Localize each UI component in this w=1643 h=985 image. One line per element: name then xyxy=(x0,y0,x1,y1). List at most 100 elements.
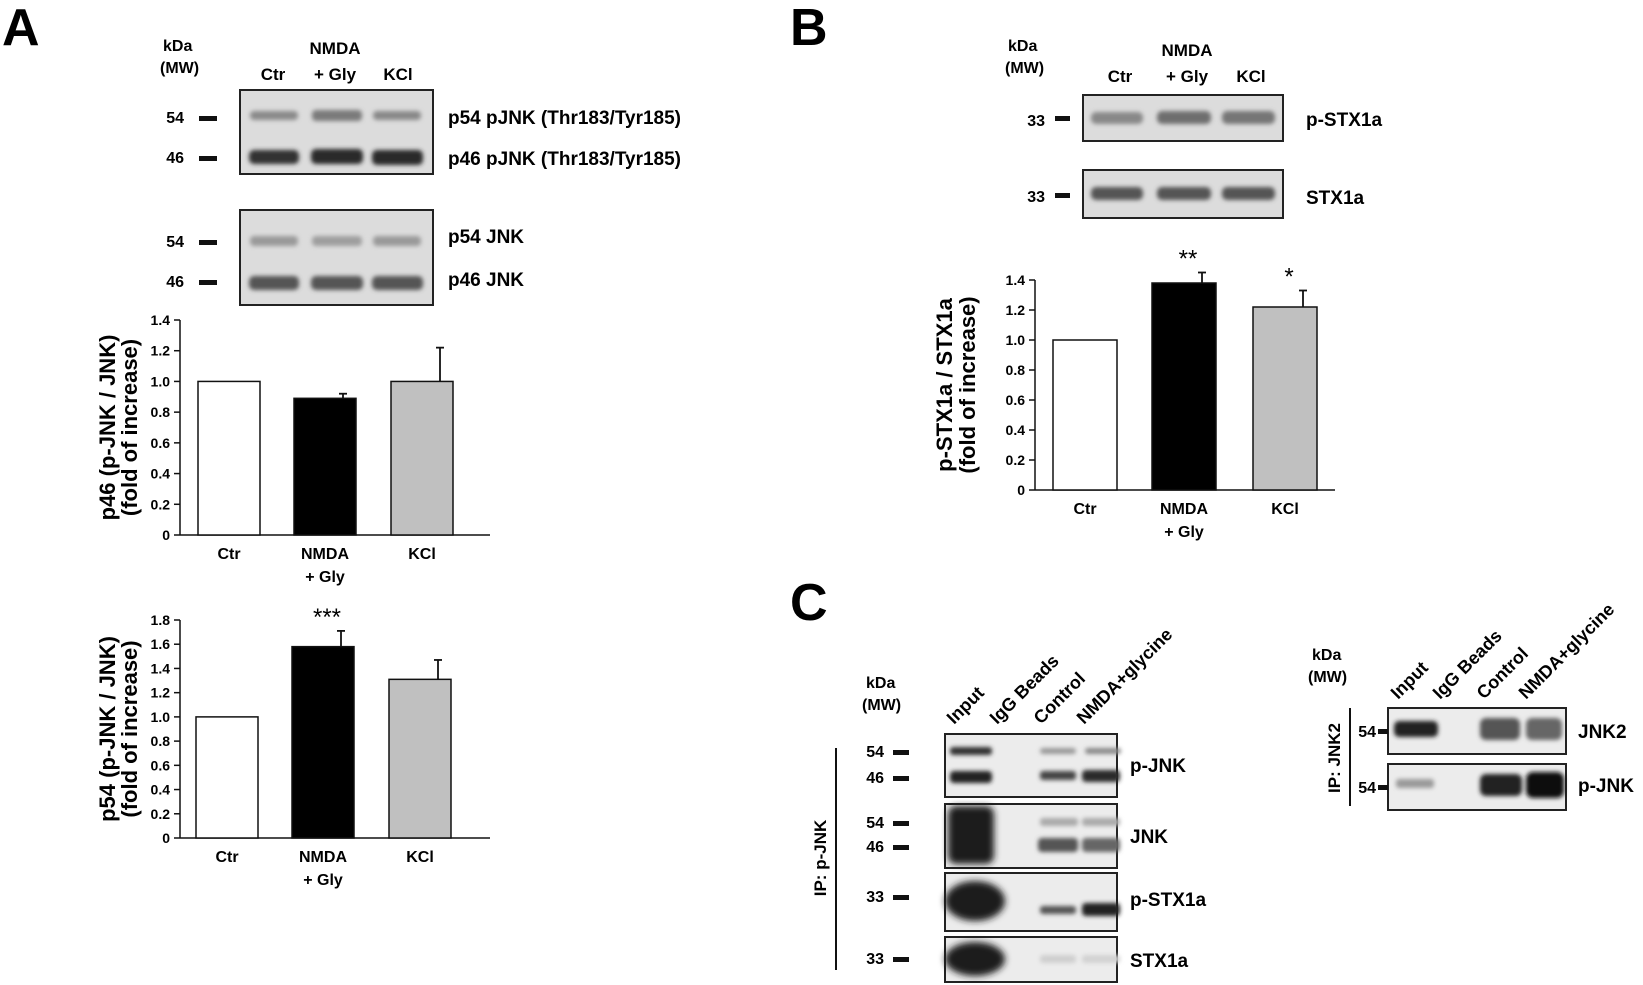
panel-c-left-blot-pstx1a xyxy=(944,872,1120,932)
panel-c-left-blot3-tick-33 xyxy=(893,895,909,900)
y-tick-label: 0.8 xyxy=(151,404,171,420)
y-axis-title: (fold of increase) xyxy=(117,339,142,516)
chart-b-stx1a: 0 0.2 0.4 0.6 0.8 1.0 1.2 1.4 Ctr ** NMDA + Gly * KCl… xyxy=(932,246,1335,541)
y-tick-label: 1.6 xyxy=(151,636,171,652)
panel-c-left-blot4-label: STX1a xyxy=(1130,951,1189,972)
significance-marker: * xyxy=(1284,264,1293,291)
panel-b-blot2-marker-33: 33 xyxy=(1027,189,1045,206)
y-tick-label: 0.6 xyxy=(151,435,171,451)
panel-b-blot1-marker-33: 33 xyxy=(1027,113,1045,130)
y-tick-label: 1.0 xyxy=(151,709,171,725)
panel-a-kda-label: kDa xyxy=(163,38,192,55)
panel-c-left-blot-stx1a xyxy=(944,936,1120,983)
panel-b-lane-gly: + Gly xyxy=(1166,67,1209,86)
y-tick-label: 1.0 xyxy=(151,373,171,389)
y-axis-title: (fold of increase) xyxy=(117,640,142,817)
significance-marker: *** xyxy=(313,604,341,631)
panel-c-right-blot1-label: JNK2 xyxy=(1578,722,1627,743)
panel-c-left-kda-label: kDa xyxy=(866,675,895,692)
bar xyxy=(390,380,454,536)
panel-a-lane-kcl: KCl xyxy=(383,65,412,84)
x-category-label: NMDA xyxy=(301,546,349,563)
panel-c-right-blot2-label: p-JNK xyxy=(1578,776,1634,797)
panel-c-left-blot1-marker-46: 46 xyxy=(866,770,884,787)
panel-a-blot1-tick-54 xyxy=(199,116,217,121)
y-tick-label: 0.8 xyxy=(151,733,171,749)
panel-c-right-blot-jnk2 xyxy=(1387,707,1567,755)
y-tick-label: 0.4 xyxy=(151,782,171,798)
x-category-label: Ctr xyxy=(1073,501,1096,518)
panel-c-left-blot1-marker-54: 54 xyxy=(866,744,884,761)
panel-c-right-blot-pjnk xyxy=(1387,763,1567,811)
panel-b-blot1-tick-33 xyxy=(1055,116,1070,121)
panel-c-left-blot1-tick-54 xyxy=(893,750,909,755)
panel-b-mw-label: (MW) xyxy=(1005,60,1044,77)
y-tick-label: 1.2 xyxy=(151,685,171,701)
panel-c-right-ip-label: IP: JNK2 xyxy=(1325,723,1344,793)
y-axis-title: p46 (p-JNK / JNK) xyxy=(95,335,120,521)
panel-b-lane-nmda: NMDA xyxy=(1162,41,1213,60)
x-category-label: NMDA xyxy=(299,849,347,866)
panel-a-letter: A xyxy=(2,0,40,57)
bar xyxy=(293,397,357,536)
x-category-label: NMDA xyxy=(1160,501,1208,518)
panel-b-letter: B xyxy=(790,0,828,57)
panel-c-left-blot2-marker-54: 54 xyxy=(866,815,884,832)
panel-c-right-lane-input: Input xyxy=(1387,658,1432,703)
panel-a-blot2-marker-46: 46 xyxy=(166,274,184,291)
y-tick-label: 0.6 xyxy=(1006,392,1026,408)
y-tick-label: 1.0 xyxy=(1006,332,1026,348)
y-tick-label: 1.2 xyxy=(1006,302,1026,318)
y-axis-title: p-STX1a / STX1a xyxy=(932,297,957,471)
panel-c-left-lane-nmda: NMDA+glycine xyxy=(1073,624,1177,728)
x-category-label: + Gly xyxy=(303,872,343,889)
panel-c-left-ip-label: IP: p-JNK xyxy=(811,819,830,896)
x-category-label: + Gly xyxy=(1164,524,1204,541)
panel-c-left-blot2-marker-46: 46 xyxy=(866,839,884,856)
panel-a-mw-label: (MW) xyxy=(160,60,199,77)
panel-a-blot1-marker-46: 46 xyxy=(166,150,184,167)
panel-c-left-blot4-tick-33 xyxy=(893,957,909,962)
panel-c-left-blot4-marker-33: 33 xyxy=(866,951,884,968)
chart-a-p46: 0 0.2 0.4 0.6 0.8 1.0 1.2 1.4 Ctr NMDA + Gly KCl p46… xyxy=(95,312,490,586)
panel-c-right-mw-label: (MW) xyxy=(1308,669,1347,686)
bar xyxy=(291,645,355,839)
y-tick-label: 1.2 xyxy=(151,343,171,359)
panel-a-lane-nmda: NMDA xyxy=(310,39,361,58)
y-axis-title: (fold of increase) xyxy=(955,296,980,473)
panel-b-blot2-label: STX1a xyxy=(1306,188,1365,209)
panel-b-blot-stx1a xyxy=(1082,169,1284,219)
panel-c-right-blot1-tick-54 xyxy=(1378,729,1388,734)
panel-c-left-blot2-tick-54 xyxy=(893,821,909,826)
bar xyxy=(1151,282,1217,491)
panel-c-right-kda-label: kDa xyxy=(1312,647,1341,664)
x-category-label: KCl xyxy=(1271,501,1299,518)
panel-b-blot1-label: p-STX1a xyxy=(1306,110,1382,131)
panel-a-blot2-tick-54 xyxy=(199,240,217,245)
bar xyxy=(195,716,259,839)
panel-c-left-blot3-label: p-STX1a xyxy=(1130,890,1206,911)
panel-c-right-blot2-tick-54 xyxy=(1378,785,1388,790)
panel-a-blot2-label-p46: p46 JNK xyxy=(448,270,524,291)
panel-a-blot2-label-p54: p54 JNK xyxy=(448,227,524,248)
panel-b-kda-label: kDa xyxy=(1008,38,1037,55)
y-tick-label: 0.6 xyxy=(151,757,171,773)
y-tick-label: 0.4 xyxy=(151,466,171,482)
panel-c-left-blot1-label: p-JNK xyxy=(1130,756,1186,777)
panel-a-blot1-label-p46: p46 pJNK (Thr183/Tyr185) xyxy=(448,149,681,170)
y-axis-title: p54 (p-JNK / JNK) xyxy=(95,636,120,822)
y-tick-label: 0.2 xyxy=(151,496,171,512)
panel-a-lane-gly: + Gly xyxy=(314,65,357,84)
panel-a-blot2-tick-46 xyxy=(199,280,217,285)
x-category-label: Ctr xyxy=(217,546,240,563)
panel-b-blot-pstx1a xyxy=(1082,94,1284,142)
x-category-label: + Gly xyxy=(305,569,345,586)
y-tick-label: 0.2 xyxy=(1006,452,1026,468)
panel-a-blot-pjnk xyxy=(239,89,434,175)
y-tick-label: 0.4 xyxy=(1006,422,1026,438)
panel-a-blot1-label-p54: p54 pJNK (Thr183/Tyr185) xyxy=(448,108,681,129)
y-tick-label: 1.8 xyxy=(151,612,171,628)
panel-b-lane-ctr: Ctr xyxy=(1108,67,1133,86)
panel-c-right-blot2-marker-54: 54 xyxy=(1358,780,1376,797)
